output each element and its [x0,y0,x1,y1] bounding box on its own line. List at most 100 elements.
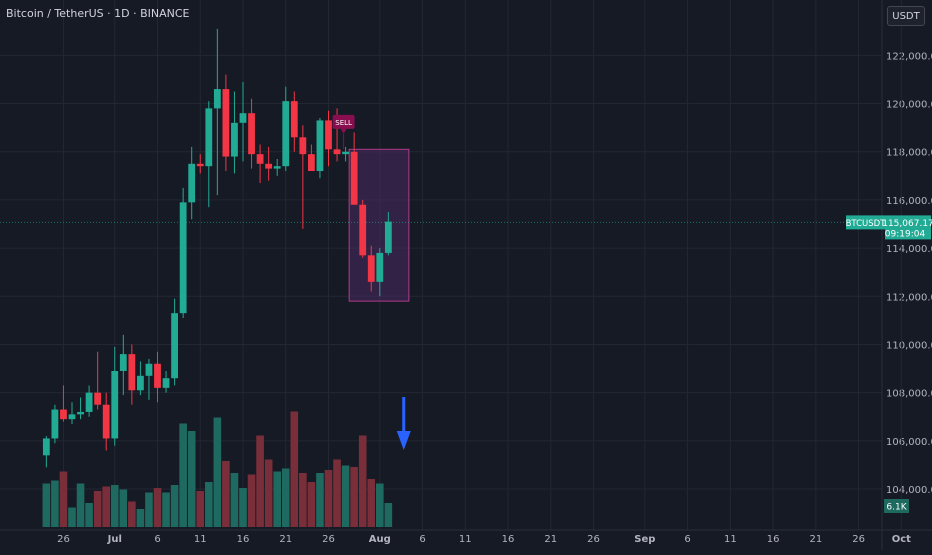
candle-body[interactable] [316,120,324,172]
y-tick-label: 122,000.00 [886,51,932,62]
candle-body[interactable] [171,313,178,379]
x-tick-label: Aug [369,534,391,545]
volume-bar [264,459,273,527]
volume-bar [136,509,145,527]
candle-body[interactable] [102,404,110,439]
candle-body[interactable] [162,378,170,388]
volume-bar [196,491,205,527]
candle-body[interactable] [376,252,384,282]
volume-bar [256,435,264,527]
volume-bar [153,488,162,527]
candle-body[interactable] [290,101,298,138]
candle-body[interactable] [367,255,375,282]
candle-body[interactable] [239,113,247,123]
x-tick-label: 6 [684,534,690,545]
volume-bar [93,491,102,527]
x-tick-label: 11 [459,534,472,545]
y-tick-label: 110,000.00 [886,340,932,351]
candle-body[interactable] [179,202,187,314]
x-tick-label: 21 [279,534,292,545]
volume-bar [324,470,333,527]
candle-body[interactable] [384,221,392,253]
candle-body[interactable] [111,370,119,439]
candle-body[interactable] [77,411,84,415]
candle-body[interactable] [325,120,332,150]
sell-marker-label: SELL [335,119,352,127]
candle-body[interactable] [128,354,136,391]
x-tick-label: 16 [502,534,515,545]
volume-bar [205,482,213,527]
candle-body[interactable] [256,154,264,164]
candle-body[interactable] [68,414,76,420]
x-tick-label: 21 [809,534,822,545]
x-tick-label: 6 [419,534,425,545]
y-tick-label: 106,000.00 [886,437,932,448]
candle-body[interactable] [42,438,50,456]
x-tick-label: 26 [57,534,70,545]
candle-body[interactable] [60,409,67,420]
candle-body[interactable] [273,166,281,169]
volume-bar [239,488,247,527]
x-tick-label: Sep [634,534,655,545]
y-tick-label: 112,000.00 [886,292,932,303]
volume-bar [42,483,51,527]
volume-bar [358,435,367,527]
candle-body[interactable] [145,363,153,376]
volume-bar [187,431,196,527]
volume-tag-label: 6.1K [886,503,907,513]
x-tick-label: 11 [194,534,207,545]
chart-title: Bitcoin / TetherUS · 1D · BINANCE [6,7,190,20]
symbol-tag-label: BTCUSDT [846,219,887,229]
candle-body[interactable] [359,204,367,256]
symbol-tag [846,215,885,230]
volume-bar [213,417,222,527]
bar-countdown: 09:19:04 [885,229,926,239]
candle-body[interactable] [265,163,273,169]
candle-body[interactable] [154,363,161,388]
candle-body[interactable] [137,375,144,391]
candle-body[interactable] [85,392,93,412]
candle-body[interactable] [350,151,358,205]
candle-body[interactable] [51,409,59,439]
volume-bar [273,471,281,527]
volume-bar [299,473,307,527]
currency-button[interactable]: USDT [887,6,925,26]
x-tick-label: 21 [544,534,557,545]
volume-bar [162,492,170,527]
volume-bar [85,503,93,527]
candle-body[interactable] [119,354,127,371]
candle-body[interactable] [196,163,204,167]
volume-bar [350,467,358,527]
candle-body[interactable] [299,137,307,155]
x-tick-label: Jul [107,534,122,545]
volume-bar [384,503,393,527]
candle-body[interactable] [333,149,341,155]
candle-body[interactable] [248,113,255,155]
volume-bar [179,423,187,527]
candle-body[interactable] [94,392,102,405]
last-price-tag [885,215,931,240]
candle-body[interactable] [308,154,315,172]
y-tick-label: 120,000.00 [886,100,932,111]
volume-bar [247,474,256,527]
candle-body[interactable] [282,101,290,167]
volume-bar [307,482,316,527]
candle-body[interactable] [222,89,230,157]
last-price-value: 115,067.17 [882,219,932,229]
candle-body[interactable] [231,122,238,157]
volume-bar [230,473,239,527]
volume-bar [76,483,85,527]
x-tick-label: Oct [892,534,911,545]
candle-body[interactable] [188,163,196,203]
y-tick-label: 108,000.00 [886,389,932,400]
candle-body[interactable] [205,108,213,167]
candle-body[interactable] [213,89,221,109]
sell-marker[interactable] [332,114,355,129]
volume-bar [367,479,376,527]
volume-bar [145,492,153,527]
candle-body[interactable] [342,151,349,155]
volume-bar [119,489,128,527]
